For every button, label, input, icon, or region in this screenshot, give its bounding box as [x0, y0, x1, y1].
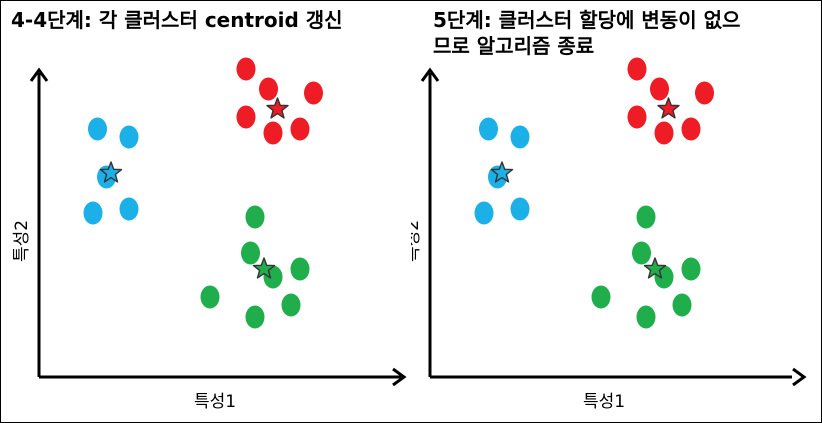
- red-data-point: [627, 105, 647, 129]
- red-data-point: [654, 121, 674, 145]
- blue-data-point: [474, 201, 494, 225]
- green-data-point: [672, 293, 692, 317]
- x-axis-arrowhead: [792, 367, 807, 387]
- red-data-point: [290, 117, 310, 141]
- blue-data-point: [510, 125, 530, 149]
- panel-step-4-4: 4-4단계: 각 클러스터 centroid 갱신 특성1 특성2: [1, 1, 411, 422]
- y-axis-label: 특성2: [411, 220, 423, 262]
- red-data-point: [681, 117, 701, 141]
- blue-centroid-star-icon: [99, 161, 123, 183]
- red-data-point: [259, 77, 278, 101]
- y-axis-arrowhead: [29, 67, 49, 82]
- red-data-point: [263, 121, 283, 145]
- red-data-point: [695, 81, 714, 105]
- axes: [420, 67, 807, 387]
- red-data-point: [236, 105, 256, 129]
- green-data-point: [281, 293, 301, 317]
- blue-centroid-star-icon: [490, 161, 514, 183]
- green-data-point: [636, 305, 656, 329]
- red-centroid-star-icon: [657, 97, 680, 119]
- red-data-point: [304, 81, 323, 105]
- blue-data-point: [479, 117, 498, 141]
- red-data-point: [650, 77, 669, 101]
- blue-data-point: [83, 201, 103, 225]
- green-data-point: [681, 257, 701, 281]
- green-data-point: [245, 205, 265, 229]
- green-data-point: [632, 241, 651, 265]
- panel-title: 4-4단계: 각 클러스터 centroid 갱신: [11, 8, 343, 32]
- blue-data-point: [510, 197, 530, 221]
- y-axis-arrowhead: [420, 67, 440, 82]
- x-axis-label: 특성1: [194, 392, 236, 412]
- green-centroid-star-icon: [252, 257, 276, 279]
- blue-data-point: [119, 197, 139, 221]
- green-data-point: [245, 305, 265, 329]
- green-data-point: [290, 257, 310, 281]
- blue-data-point: [119, 125, 139, 149]
- green-data-point: [636, 205, 656, 229]
- red-centroid-star-icon: [266, 97, 289, 119]
- data-points: [83, 57, 323, 329]
- axes: [29, 67, 407, 387]
- green-data-point: [241, 241, 260, 265]
- x-axis-label: 특성1: [583, 392, 625, 412]
- scatter-plot: 특성1 특성2: [12, 57, 407, 412]
- panel-title: 5단계: 클러스터 할당에 변동이 없으 므로 알고리즘 종료: [433, 8, 741, 58]
- blue-data-point: [88, 117, 107, 141]
- x-axis-arrowhead: [392, 367, 407, 387]
- green-data-point: [200, 285, 220, 309]
- panel-step-5: 5단계: 클러스터 할당에 변동이 없으 므로 알고리즘 종료 특성1 특성2: [411, 1, 821, 422]
- green-data-point: [591, 285, 611, 309]
- data-points: [474, 57, 714, 329]
- scatter-plot: 특성1 특성2: [411, 57, 807, 412]
- red-data-point: [236, 57, 256, 81]
- y-axis-label: 특성2: [12, 220, 32, 262]
- red-data-point: [627, 57, 647, 81]
- green-centroid-star-icon: [643, 257, 667, 279]
